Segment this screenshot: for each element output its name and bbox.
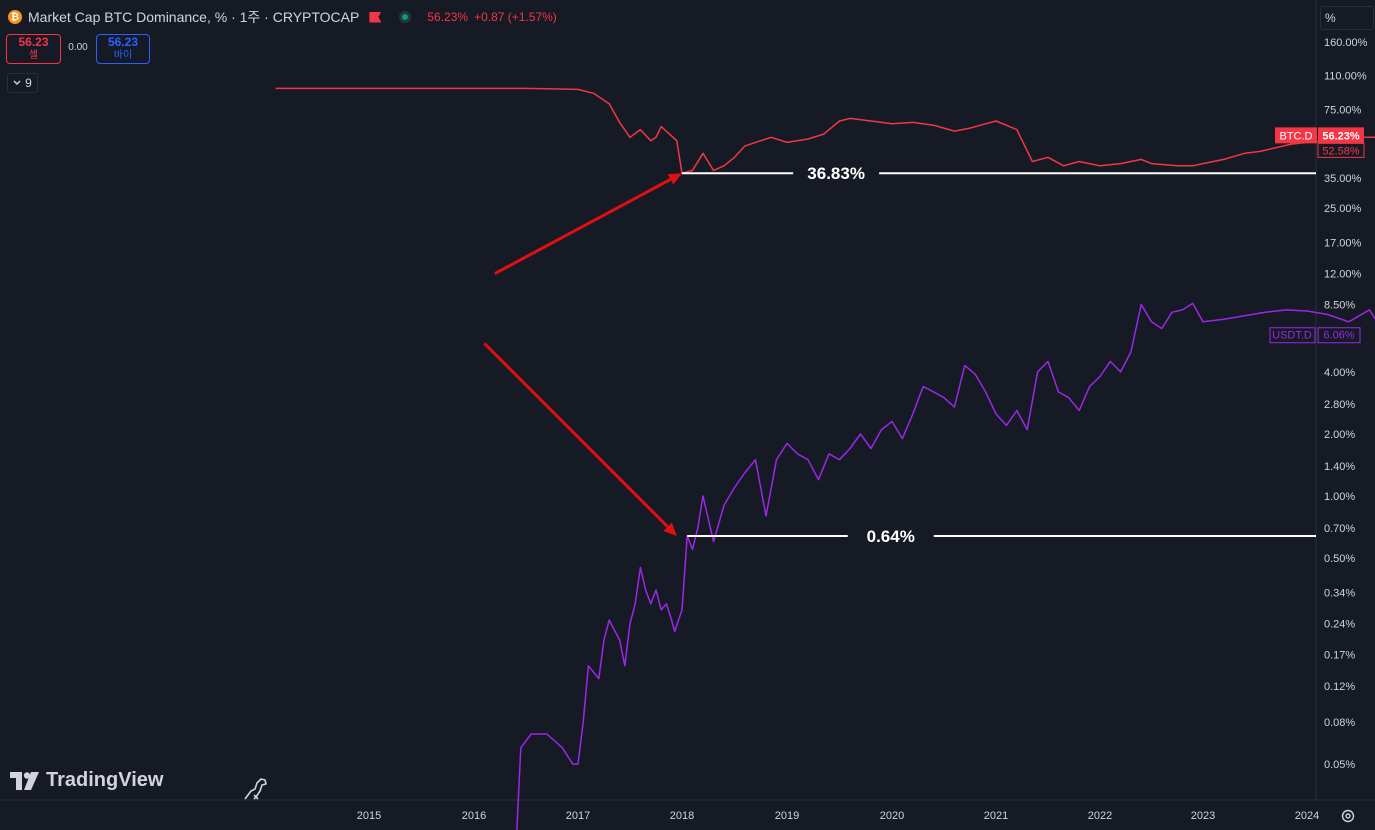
x-tick-label: 2015 xyxy=(357,810,381,822)
btc-price-label: 56.23% xyxy=(1322,130,1360,142)
btc-symbol-tag xyxy=(1275,127,1317,144)
spread-value: 0.00 xyxy=(68,42,88,53)
brand-name: TradingView xyxy=(46,769,164,791)
flag-icon[interactable] xyxy=(369,11,382,23)
buy-button[interactable]: 56.23 바이 xyxy=(96,34,150,64)
y-tick-label: 8.50% xyxy=(1324,299,1355,311)
btc-symbol-label: BTC.D xyxy=(1280,130,1313,142)
usdt-price-label: 6.06% xyxy=(1323,330,1354,342)
usdt-symbol-label: USDT.D xyxy=(1272,330,1312,342)
chevron-down-icon xyxy=(13,80,21,85)
x-tick-label: 2016 xyxy=(462,810,486,822)
y-tick-label: 0.12% xyxy=(1324,681,1355,693)
y-tick-label: 0.05% xyxy=(1324,759,1355,771)
y-tick-label: 12.00% xyxy=(1324,269,1362,281)
y-tick-label: 160.00% xyxy=(1324,37,1368,49)
series-line-usdt-d xyxy=(516,302,1375,830)
dinosaur-icon[interactable] xyxy=(243,775,269,801)
series-line-btc-d xyxy=(275,87,1375,174)
usdt-price-tag xyxy=(1317,327,1361,344)
last-price: 56.23% xyxy=(427,10,469,24)
chart-header: ₿ Market Cap BTC Dominance, % · 1주 · CRY… xyxy=(8,6,557,28)
btc-prev-label: 52.58% xyxy=(1322,145,1360,157)
arrow-shaft[interactable] xyxy=(494,178,672,275)
btc-prev-tag xyxy=(1317,142,1365,158)
arrow-shaft[interactable] xyxy=(483,342,669,528)
y-tick-label: 35.00% xyxy=(1324,173,1362,185)
tradingview-logo-icon xyxy=(10,771,39,790)
y-tick-label: 2.80% xyxy=(1324,399,1355,411)
y-tick-label: 4.00% xyxy=(1324,367,1355,379)
y-tick-label: 0.34% xyxy=(1324,588,1355,600)
y-tick-label: 75.00% xyxy=(1324,105,1362,117)
annotation-label: 0.64% xyxy=(867,527,915,546)
usdt-symbol-tag xyxy=(1269,327,1316,344)
y-tick-label: 17.00% xyxy=(1324,237,1362,249)
y-tick-label: 1.40% xyxy=(1324,461,1355,473)
y-tick-label: 0.50% xyxy=(1324,553,1355,565)
x-tick-label: 2024 xyxy=(1295,810,1319,822)
tradingview-logo[interactable]: TradingView xyxy=(10,769,163,792)
market-status-icon[interactable] xyxy=(399,11,412,23)
x-tick-label: 2017 xyxy=(566,810,590,822)
scale-unit-button[interactable]: % xyxy=(1320,6,1374,30)
indicator-count: 9 xyxy=(25,76,32,90)
sell-value: 56.23 xyxy=(18,35,49,49)
arrow-head[interactable] xyxy=(667,173,682,185)
x-tick-label: 2022 xyxy=(1088,810,1112,822)
price-change: +0.87 (+1.57%) xyxy=(474,10,557,24)
y-tick-label: 25.00% xyxy=(1324,203,1362,215)
gear-icon[interactable] xyxy=(1340,808,1356,824)
annotation-label: 36.83% xyxy=(807,164,865,183)
symbol-title[interactable]: Market Cap BTC Dominance, % · 1주 · CRYPT… xyxy=(28,9,360,25)
x-tick-label: 2019 xyxy=(775,810,799,822)
indicators-toggle[interactable]: 9 xyxy=(7,73,38,93)
buy-value: 56.23 xyxy=(107,35,139,49)
x-tick-label: 2021 xyxy=(984,810,1008,822)
sell-label: 셀 xyxy=(28,50,39,61)
y-tick-label: 0.70% xyxy=(1324,523,1355,535)
y-tick-label: 1.00% xyxy=(1324,491,1355,503)
y-tick-label: 0.17% xyxy=(1324,650,1355,662)
x-tick-label: 2020 xyxy=(880,810,904,822)
x-tick-label: 2023 xyxy=(1191,810,1215,822)
buy-label: 바이 xyxy=(113,50,133,61)
arrow-head[interactable] xyxy=(663,522,677,536)
x-tick-label: 2018 xyxy=(670,810,694,822)
y-tick-label: 0.08% xyxy=(1324,717,1355,729)
sell-button[interactable]: 56.23 셀 xyxy=(6,34,61,64)
y-tick-label: 2.00% xyxy=(1324,429,1355,441)
bitcoin-icon: ₿ xyxy=(8,10,22,24)
y-tick-label: 0.24% xyxy=(1324,619,1355,631)
y-tick-label: 110.00% xyxy=(1324,70,1367,82)
